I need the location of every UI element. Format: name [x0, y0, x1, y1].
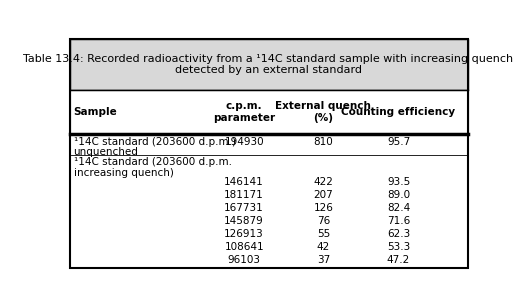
Text: 62.3: 62.3 — [387, 229, 410, 239]
Text: 47.2: 47.2 — [387, 255, 410, 265]
Bar — [70, 90, 467, 134]
Text: ¹14C standard (203600 d.p.m.: ¹14C standard (203600 d.p.m. — [73, 157, 232, 167]
Text: 126: 126 — [313, 203, 333, 213]
Text: ¹14C standard (203600 d.p.m.): ¹14C standard (203600 d.p.m.) — [73, 137, 236, 147]
Text: 145879: 145879 — [224, 216, 264, 226]
Text: 71.6: 71.6 — [387, 216, 410, 226]
Text: 37: 37 — [316, 255, 330, 265]
Text: External quench
(%): External quench (%) — [276, 101, 372, 123]
Text: Counting efficiency: Counting efficiency — [342, 107, 455, 117]
Text: 422: 422 — [313, 177, 333, 187]
Text: 126913: 126913 — [224, 229, 264, 239]
Text: 207: 207 — [313, 190, 333, 200]
Text: 108641: 108641 — [224, 242, 264, 252]
Text: 146141: 146141 — [224, 177, 264, 187]
Text: 167731: 167731 — [224, 203, 264, 213]
Text: unquenched: unquenched — [73, 147, 138, 157]
Text: 55: 55 — [316, 229, 330, 239]
Text: 89.0: 89.0 — [387, 190, 410, 200]
Text: Table 13.4: Recorded radioactivity from a ¹14C standard sample with increasing q: Table 13.4: Recorded radioactivity from … — [24, 54, 514, 75]
Text: 42: 42 — [316, 242, 330, 252]
Text: increasing quench): increasing quench) — [73, 168, 173, 178]
Text: 181171: 181171 — [224, 190, 264, 200]
Text: 810: 810 — [313, 137, 333, 147]
Text: 53.3: 53.3 — [387, 242, 410, 252]
Text: 82.4: 82.4 — [387, 203, 410, 213]
Text: Sample: Sample — [73, 107, 117, 117]
Text: 93.5: 93.5 — [387, 177, 410, 187]
Text: 194930: 194930 — [224, 137, 264, 147]
Text: 96103: 96103 — [228, 255, 260, 265]
Bar — [70, 39, 467, 90]
Text: c.p.m.
parameter: c.p.m. parameter — [213, 101, 275, 123]
Text: 95.7: 95.7 — [387, 137, 410, 147]
Text: 76: 76 — [316, 216, 330, 226]
